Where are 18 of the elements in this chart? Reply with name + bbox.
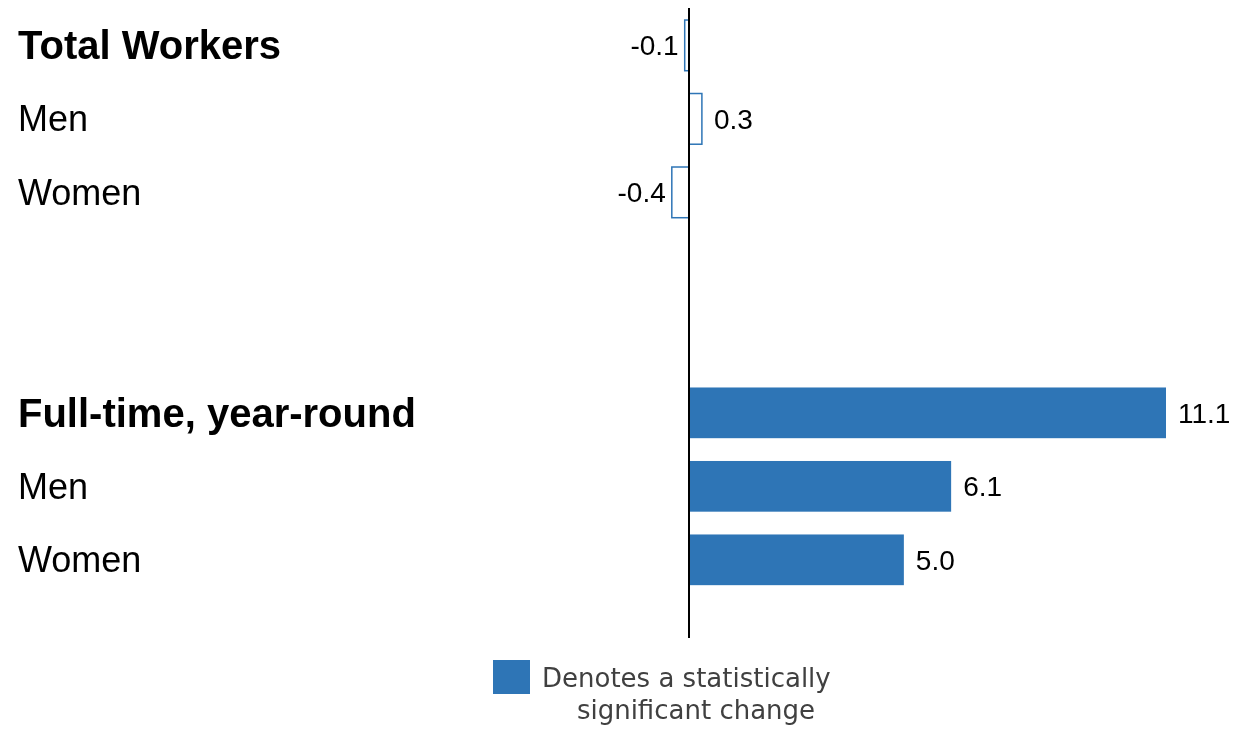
data-label: 0.3 (713, 103, 753, 135)
bar (689, 387, 1166, 439)
y-tick-label: Women (18, 171, 142, 213)
legend-label: Denotes a statistically significant change (542, 663, 831, 725)
y-tick-label: Women (18, 539, 142, 581)
data-label: 6.1 (963, 471, 1003, 503)
y-tick-label: Men (18, 465, 89, 507)
y-tick-label: Total Workers (18, 23, 282, 68)
bar (689, 460, 952, 512)
data-label: -0.4 (617, 177, 666, 209)
y-tick-label: Men (18, 98, 89, 140)
data-label: -0.1 (630, 30, 679, 62)
data-label: 5.0 (915, 544, 955, 576)
y-tick-label: Full-time, year-round (18, 390, 416, 435)
bar (688, 92, 703, 145)
bar (671, 166, 690, 219)
bar (689, 534, 904, 586)
data-label: 11.1 (1178, 397, 1231, 429)
